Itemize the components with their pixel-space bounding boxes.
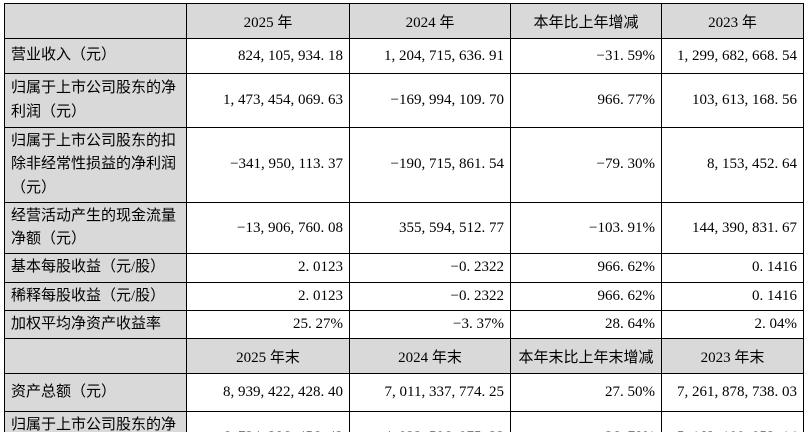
row-label-total-assets: 资产总额（元） — [4, 373, 187, 412]
net-profit-2025-value: 1, 473, 454, 069. 63 — [186, 73, 350, 128]
row-net-profit: 归属于上市公司股东的净利润（元） 1, 473, 454, 069. 63 −1… — [4, 73, 804, 128]
weighted-roe-change-value: 28. 64% — [510, 309, 662, 340]
net-assets-2025-value: 6, 734, 386, 456. 42 — [186, 411, 350, 432]
col-header-2025: 2025 年 — [186, 3, 350, 39]
row-label-net-assets: 归属于上市公司股东的净资产（元） — [4, 411, 187, 432]
row-weighted-roe: 加权平均净资产收益率 25. 27% −3. 37% 28. 64% 2. 04… — [4, 309, 804, 340]
cash-flow-change-value: −103. 91% — [510, 201, 662, 255]
basic-eps-2025-value: 2. 0123 — [186, 253, 350, 283]
row-operating-cash-flow: 经营活动产生的现金流量净额（元） −13, 906, 760. 08 355, … — [4, 201, 804, 255]
col-header-2024-end: 2024 年末 — [349, 338, 511, 374]
diluted-eps-change-value: 966. 62% — [510, 281, 662, 311]
col-header-2025-end: 2025 年末 — [186, 338, 350, 374]
deducted-net-profit-change-value: −79. 30% — [510, 127, 662, 203]
weighted-roe-2024-value: −3. 37% — [349, 309, 511, 340]
net-assets-change-value: 36. 78% — [510, 411, 662, 432]
basic-eps-2023-value: 0. 1416 — [661, 253, 804, 283]
diluted-eps-2024-value: −0. 2322 — [349, 281, 511, 311]
cash-flow-2025-value: −13, 906, 760. 08 — [186, 201, 350, 255]
row-label-diluted-eps: 稀释每股收益（元/股） — [4, 281, 187, 311]
net-profit-2024-value: −169, 994, 109. 70 — [349, 73, 511, 128]
diluted-eps-2025-value: 2. 0123 — [186, 281, 350, 311]
row-label-weighted-roe: 加权平均净资产收益率 — [4, 309, 187, 340]
total-assets-change-value: 27. 50% — [510, 373, 662, 412]
row-total-assets: 资产总额（元） 8, 939, 422, 428. 40 7, 011, 337… — [4, 373, 804, 412]
total-assets-2025-value: 8, 939, 422, 428. 40 — [186, 373, 350, 412]
basic-eps-2024-value: −0. 2322 — [349, 253, 511, 283]
deducted-net-profit-2023-value: 8, 153, 452. 64 — [661, 127, 804, 203]
net-assets-2023-value: 5, 162, 100, 953. 14 — [661, 411, 804, 432]
deducted-net-profit-2025-value: −341, 950, 113. 37 — [186, 127, 350, 203]
col-header-year-end-change: 本年末比上年末增减 — [510, 338, 662, 374]
blank-corner-cell — [4, 3, 187, 39]
diluted-eps-2023-value: 0. 1416 — [661, 281, 804, 311]
row-label-operating-cash-flow: 经营活动产生的现金流量净额（元） — [4, 201, 187, 255]
row-basic-eps: 基本每股收益（元/股） 2. 0123 −0. 2322 966. 62% 0.… — [4, 253, 804, 283]
cash-flow-2024-value: 355, 594, 512. 77 — [349, 201, 511, 255]
total-assets-2023-value: 7, 261, 878, 738. 03 — [661, 373, 804, 412]
revenue-change-value: −31. 59% — [510, 38, 662, 74]
annual-header-row: 2025 年 2024 年 本年比上年增减 2023 年 — [4, 3, 804, 39]
deducted-net-profit-2024-value: −190, 715, 861. 54 — [349, 127, 511, 203]
row-revenue: 营业收入（元） 824, 105, 934. 18 1, 204, 715, 6… — [4, 38, 804, 74]
col-header-2023: 2023 年 — [661, 3, 804, 39]
col-header-yoy-change: 本年比上年增减 — [510, 3, 662, 39]
row-diluted-eps: 稀释每股收益（元/股） 2. 0123 −0. 2322 966. 62% 0.… — [4, 281, 804, 311]
basic-eps-change-value: 966. 62% — [510, 253, 662, 283]
row-label-revenue: 营业收入（元） — [4, 38, 187, 74]
blank-corner-cell-2 — [4, 338, 187, 374]
revenue-2024-value: 1, 204, 715, 636. 91 — [349, 38, 511, 74]
total-assets-2024-value: 7, 011, 337, 774. 25 — [349, 373, 511, 412]
row-label-net-profit: 归属于上市公司股东的净利润（元） — [4, 73, 187, 128]
row-net-assets: 归属于上市公司股东的净资产（元） 6, 734, 386, 456. 42 4,… — [4, 411, 804, 432]
revenue-2023-value: 1, 299, 682, 668. 54 — [661, 38, 804, 74]
net-assets-2024-value: 4, 923, 596, 975. 33 — [349, 411, 511, 432]
weighted-roe-2025-value: 25. 27% — [186, 309, 350, 340]
col-header-2023-end: 2023 年末 — [661, 338, 804, 374]
row-deducted-net-profit: 归属于上市公司股东的扣除非经常性损益的净利润（元） −341, 950, 113… — [4, 127, 804, 203]
net-profit-2023-value: 103, 613, 168. 56 — [661, 73, 804, 128]
weighted-roe-2023-value: 2. 04% — [661, 309, 804, 340]
row-label-deducted-net-profit: 归属于上市公司股东的扣除非经常性损益的净利润（元） — [4, 127, 187, 203]
net-profit-change-value: 966. 77% — [510, 73, 662, 128]
key-financial-data-table: 2025 年 2024 年 本年比上年增减 2023 年 营业收入（元） 824… — [4, 3, 804, 432]
year-end-header-row: 2025 年末 2024 年末 本年末比上年末增减 2023 年末 — [4, 338, 804, 374]
col-header-2024: 2024 年 — [349, 3, 511, 39]
cash-flow-2023-value: 144, 390, 831. 67 — [661, 201, 804, 255]
revenue-2025-value: 824, 105, 934. 18 — [186, 38, 350, 74]
row-label-basic-eps: 基本每股收益（元/股） — [4, 253, 187, 283]
